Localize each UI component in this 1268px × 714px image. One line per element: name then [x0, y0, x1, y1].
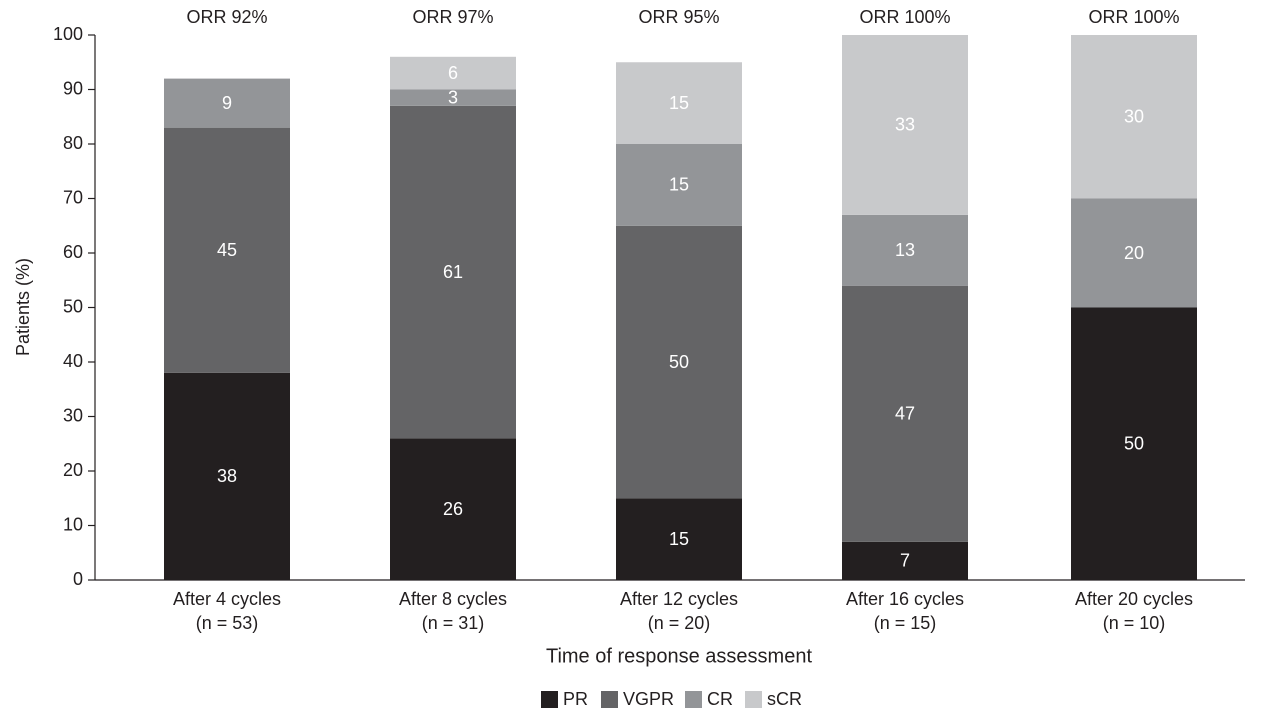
bar-segment	[1071, 198, 1197, 308]
y-tick-label: 40	[63, 351, 83, 371]
y-tick-label: 60	[63, 242, 83, 262]
x-tick-label: After 8 cycles	[399, 589, 507, 609]
data-label: 50	[669, 352, 689, 372]
data-label: 6	[448, 63, 458, 83]
legend-swatch	[601, 691, 618, 708]
bar-segment	[390, 56, 516, 90]
legend-swatch	[745, 691, 762, 708]
x-tick-label: (n = 53)	[196, 613, 259, 633]
x-tick-label: (n = 31)	[422, 613, 485, 633]
data-label: 7	[900, 551, 910, 571]
data-label: 47	[895, 404, 915, 424]
data-label: 26	[443, 499, 463, 519]
annotation: ORR 100%	[859, 7, 950, 27]
bar-segment	[616, 498, 742, 580]
data-label: 20	[1124, 243, 1144, 263]
bar-segment	[842, 214, 968, 286]
annotation: ORR 95%	[638, 7, 719, 27]
y-tick-label: 70	[63, 187, 83, 207]
bar-segment	[616, 144, 742, 226]
y-tick-label: 20	[63, 460, 83, 480]
legend-swatch	[541, 691, 558, 708]
x-axis-title: Time of response assessment	[546, 645, 812, 667]
data-label: 61	[443, 262, 463, 282]
legend-label: sCR	[767, 689, 802, 709]
y-axis-title: Patients (%)	[13, 258, 33, 356]
data-label: 13	[895, 240, 915, 260]
data-label: 3	[448, 87, 458, 107]
data-label: 50	[1124, 434, 1144, 454]
x-tick-label: After 16 cycles	[846, 589, 964, 609]
bar-segment	[616, 62, 742, 144]
y-tick-label: 100	[53, 24, 83, 44]
data-label: 15	[669, 529, 689, 549]
bar-segment	[164, 127, 290, 373]
y-tick-label: 0	[73, 569, 83, 589]
legend: PR VGPR CR sCR	[541, 689, 802, 709]
data-label: 45	[217, 240, 237, 260]
x-tick-label: After 12 cycles	[620, 589, 738, 609]
bar-segment	[616, 225, 742, 499]
y-tick-label: 50	[63, 296, 83, 316]
y-tick-label: 10	[63, 514, 83, 534]
legend-label: CR	[707, 689, 733, 709]
bar-segment	[842, 541, 968, 580]
bar-segment	[164, 372, 290, 580]
bar-segment	[390, 105, 516, 439]
bar-segment	[390, 89, 516, 106]
legend-label: VGPR	[623, 689, 674, 709]
x-tick-label: After 20 cycles	[1075, 589, 1193, 609]
bar-segment	[1071, 307, 1197, 580]
x-tick-label: After 4 cycles	[173, 589, 281, 609]
legend-swatch	[685, 691, 702, 708]
x-tick-label: (n = 15)	[874, 613, 937, 633]
data-label: 15	[669, 93, 689, 113]
annotation: ORR 92%	[186, 7, 267, 27]
data-label: 33	[895, 115, 915, 135]
legend-label: PR	[563, 689, 588, 709]
data-label: 30	[1124, 107, 1144, 127]
bar-segment	[842, 285, 968, 542]
data-label: 9	[222, 93, 232, 113]
annotation: ORR 97%	[412, 7, 493, 27]
y-tick-label: 80	[63, 133, 83, 153]
x-tick-label: (n = 20)	[648, 613, 711, 633]
bar-segment	[164, 78, 290, 128]
data-label: 38	[217, 466, 237, 486]
bar-segment	[390, 438, 516, 580]
bar-segment	[1071, 35, 1197, 199]
annotation: ORR 100%	[1088, 7, 1179, 27]
bar-segment	[842, 35, 968, 215]
y-tick-label: 90	[63, 78, 83, 98]
data-label: 15	[669, 175, 689, 195]
x-tick-label: (n = 10)	[1103, 613, 1166, 633]
y-tick-label: 30	[63, 405, 83, 425]
